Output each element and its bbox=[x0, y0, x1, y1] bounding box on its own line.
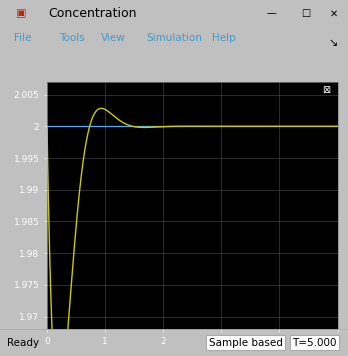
Text: Tools: Tools bbox=[59, 33, 85, 43]
Text: ↘: ↘ bbox=[328, 38, 338, 48]
Text: Sample based: Sample based bbox=[209, 337, 283, 348]
Text: Simulation: Simulation bbox=[146, 33, 202, 43]
Text: —: — bbox=[267, 8, 276, 19]
Text: View: View bbox=[101, 33, 126, 43]
Text: ✕: ✕ bbox=[330, 8, 338, 19]
Text: Concentration: Concentration bbox=[49, 7, 137, 20]
Text: Help: Help bbox=[212, 33, 236, 43]
Text: Ready: Ready bbox=[7, 337, 39, 348]
Text: ⊠: ⊠ bbox=[322, 85, 330, 95]
Text: File: File bbox=[14, 33, 31, 43]
Text: ▣: ▣ bbox=[16, 8, 26, 19]
Text: T=5.000: T=5.000 bbox=[292, 337, 337, 348]
Text: □: □ bbox=[302, 8, 311, 19]
